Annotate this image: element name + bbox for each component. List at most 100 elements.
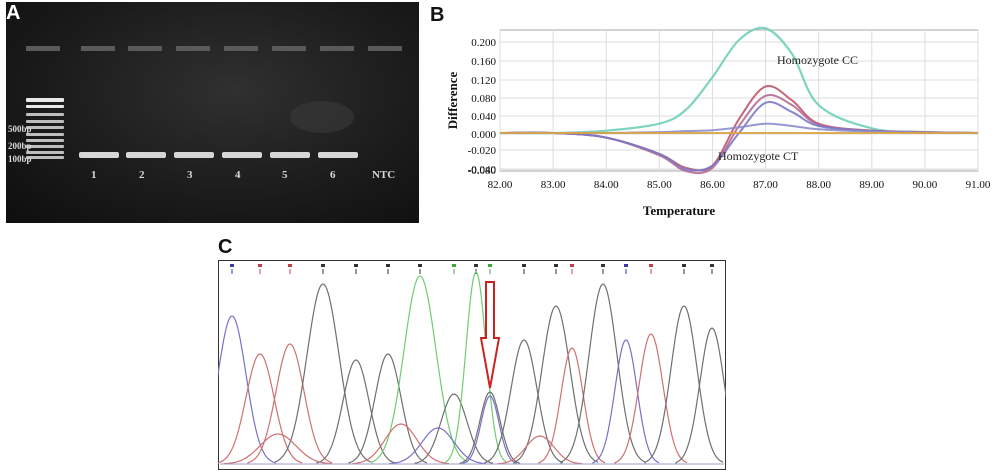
y-tick-label: -0.020 bbox=[468, 145, 497, 157]
sample-band bbox=[270, 152, 310, 158]
ladder-band bbox=[26, 145, 64, 148]
lane-label-5: 5 bbox=[282, 169, 288, 181]
trace-peak bbox=[348, 353, 428, 464]
trace-peak bbox=[644, 305, 724, 464]
series-line-1 bbox=[499, 26, 979, 135]
plot-frame bbox=[499, 29, 979, 172]
base-call-marker bbox=[354, 264, 358, 267]
trace-peak bbox=[462, 395, 518, 464]
lane-label-3: 3 bbox=[187, 169, 193, 181]
y-tick-label: 0.200 bbox=[471, 37, 496, 49]
y-tick-label: -0.040 bbox=[468, 164, 497, 176]
sample-band bbox=[222, 152, 262, 158]
x-tick-label: 91.00 bbox=[966, 179, 991, 191]
arrow-down-icon bbox=[479, 281, 501, 389]
gel-well bbox=[128, 46, 162, 51]
ladder-band bbox=[26, 105, 64, 108]
trace-peak bbox=[459, 391, 521, 464]
gel-well bbox=[81, 46, 115, 51]
ladder-band bbox=[26, 120, 64, 123]
base-call-marker bbox=[288, 264, 292, 267]
lane-label-4: 4 bbox=[235, 169, 241, 181]
trace-peak bbox=[389, 427, 487, 465]
ladder-band bbox=[26, 126, 64, 129]
base-call-marker bbox=[452, 264, 456, 267]
trace-peak bbox=[592, 339, 660, 464]
trace-peak bbox=[352, 423, 450, 465]
x-tick-label: 90.00 bbox=[913, 179, 938, 191]
gel-well bbox=[272, 46, 306, 51]
x-tick-label: 83.00 bbox=[541, 179, 566, 191]
panel-b-letter: B bbox=[430, 4, 445, 26]
x-tick-label: 82.00 bbox=[488, 179, 513, 191]
ladder-label-500bp: 500bp bbox=[8, 124, 32, 134]
trace-peak bbox=[371, 275, 469, 464]
trace-peak bbox=[497, 435, 583, 465]
y-tick-label: 0.040 bbox=[471, 111, 496, 123]
gel-well bbox=[26, 46, 60, 51]
gel-well bbox=[176, 46, 210, 51]
ladder-band bbox=[26, 113, 64, 116]
base-call-marker bbox=[522, 264, 526, 267]
lane-label-2: 2 bbox=[139, 169, 145, 181]
y-tick-label: 0.120 bbox=[471, 75, 496, 87]
x-tick-label: 86.00 bbox=[700, 179, 725, 191]
base-call-marker bbox=[570, 264, 574, 267]
x-tick-label: 89.00 bbox=[859, 179, 884, 191]
y-tick-label: 0.000 bbox=[471, 129, 496, 141]
ladder-band bbox=[26, 98, 64, 102]
gel-well bbox=[368, 46, 402, 51]
sample-band bbox=[79, 152, 119, 158]
x-tick-label: 85.00 bbox=[647, 179, 672, 191]
trace-peak bbox=[614, 333, 688, 464]
sample-band bbox=[318, 152, 358, 158]
ladder-label-100bp: 100bp bbox=[8, 154, 32, 164]
gel-well bbox=[224, 46, 258, 51]
trace-peak bbox=[484, 339, 564, 464]
gel-image bbox=[6, 2, 419, 223]
x-axis-title: Temperature bbox=[643, 203, 715, 218]
x-tick-label: 88.00 bbox=[806, 179, 831, 191]
base-call-marker bbox=[386, 264, 390, 267]
base-call-marker bbox=[624, 264, 628, 267]
x-tick-label: 87.00 bbox=[753, 179, 778, 191]
x-tick-label: 84.00 bbox=[594, 179, 619, 191]
base-call-marker bbox=[258, 264, 262, 267]
trace-peak bbox=[560, 283, 646, 464]
base-call-marker bbox=[230, 264, 234, 267]
trace-peak bbox=[316, 359, 396, 464]
base-call-marker bbox=[601, 264, 605, 267]
base-call-marker bbox=[682, 264, 686, 267]
y-axis-title: Difference bbox=[445, 72, 460, 130]
y-tick-label: 0.080 bbox=[471, 93, 496, 105]
ladder-band bbox=[26, 133, 64, 136]
base-call-marker bbox=[488, 264, 492, 267]
lane-label-1: 1 bbox=[91, 169, 97, 181]
trace-peak bbox=[247, 343, 333, 464]
ladder-band bbox=[26, 156, 64, 159]
melt-curve-svg: 0.200 0.160 0.120 0.080 0.040 0.000 -0.020 -0.0… bbox=[445, 26, 991, 218]
lane-label-6: 6 bbox=[330, 169, 336, 181]
gel-bands bbox=[26, 46, 402, 159]
melt-curve-chart: 0.200 0.160 0.120 0.080 0.040 0.000 -0.020 -0.0… bbox=[430, 0, 1000, 230]
ladder-band bbox=[26, 151, 64, 154]
trace-peak bbox=[414, 393, 494, 464]
trace-peak bbox=[223, 433, 333, 465]
annotation-homozygote-cc: Homozygote CC bbox=[777, 53, 858, 67]
annotation-homozygote-ct: Homozygote CT bbox=[718, 149, 799, 163]
trace-peak bbox=[274, 283, 372, 464]
chromatogram bbox=[189, 260, 749, 470]
gel-well bbox=[320, 46, 354, 51]
trace-peak bbox=[538, 347, 606, 464]
chromatogram-frame bbox=[218, 260, 726, 470]
y-tick-label: 0.160 bbox=[471, 56, 496, 68]
sample-band bbox=[174, 152, 214, 158]
smear-spot bbox=[290, 101, 354, 133]
ladder-band bbox=[26, 139, 64, 142]
base-call-marker bbox=[554, 264, 558, 267]
sample-band bbox=[126, 152, 166, 158]
base-call-marker bbox=[710, 264, 714, 267]
base-call-marker bbox=[649, 264, 653, 267]
base-call-marker bbox=[321, 264, 325, 267]
panel-c-letter: C bbox=[218, 236, 233, 258]
